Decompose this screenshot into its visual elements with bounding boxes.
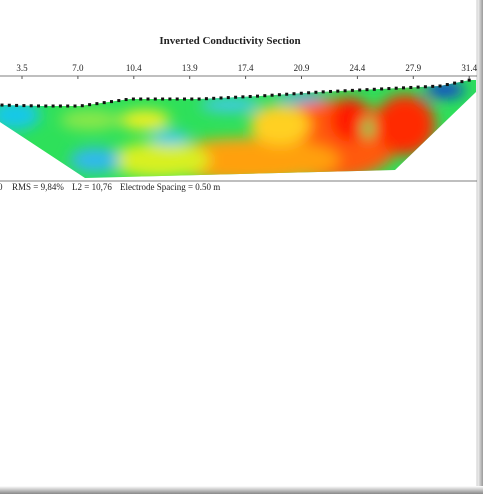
electrode <box>314 90 318 94</box>
electrode <box>0 103 4 107</box>
x-tick-label: 31.4 <box>461 63 477 73</box>
electrode <box>168 97 172 101</box>
electrode <box>146 97 150 101</box>
electrode <box>110 100 113 104</box>
electrode <box>117 99 121 103</box>
electrode <box>409 85 413 89</box>
electrode <box>299 91 303 95</box>
electrode <box>102 101 106 105</box>
electrode <box>153 97 157 101</box>
frame-shadow <box>0 486 483 494</box>
electrode <box>431 84 435 88</box>
electrode <box>241 95 245 99</box>
electrode <box>95 102 99 106</box>
footer-rms: RMS = 9,84% <box>12 182 64 192</box>
electrode <box>321 90 325 94</box>
x-tick-label: 3.5 <box>16 63 28 73</box>
electrode <box>212 96 216 100</box>
electrode <box>343 89 347 93</box>
electrode <box>438 84 442 88</box>
electrode <box>285 92 289 96</box>
electrode <box>358 88 362 92</box>
electrode <box>80 104 84 108</box>
title: Inverted Conductivity Section <box>159 35 300 47</box>
electrode <box>29 104 33 108</box>
electrode <box>460 80 464 84</box>
footer-start: 0 <box>0 182 3 192</box>
electrode <box>161 97 165 101</box>
electrode <box>387 87 391 91</box>
electrode <box>234 95 238 99</box>
electrode <box>372 87 376 91</box>
electrode <box>139 97 143 101</box>
electrode <box>66 104 70 108</box>
electrode <box>7 103 11 107</box>
electrode <box>423 85 427 89</box>
x-tick-label: 7.0 <box>72 63 84 73</box>
electrode <box>380 87 384 91</box>
electrode <box>270 93 274 97</box>
electrode <box>453 81 457 85</box>
x-tick-label: 17.4 <box>238 63 254 73</box>
x-tick-label: 20.9 <box>294 63 310 73</box>
electrode <box>416 85 420 89</box>
electrode <box>394 86 398 90</box>
electrode <box>175 97 179 101</box>
electrode <box>402 86 405 90</box>
electrode <box>219 96 223 100</box>
electrode <box>226 96 230 100</box>
electrode <box>263 94 267 98</box>
electrode <box>131 97 135 101</box>
electrode <box>277 93 281 97</box>
electrode <box>22 104 26 108</box>
footer-spacing: Electrode Spacing = 0.50 m <box>120 182 220 192</box>
electrode <box>37 104 40 108</box>
electrodes <box>0 78 471 108</box>
electrode <box>124 98 128 102</box>
electrode <box>51 104 55 108</box>
electrode <box>44 104 48 108</box>
x-tick-label: 13.9 <box>182 63 198 73</box>
electrode <box>292 92 296 96</box>
electrode <box>365 88 369 92</box>
electrode <box>350 88 354 92</box>
electrode <box>329 89 332 93</box>
electrode <box>307 91 311 95</box>
electrode <box>336 89 340 93</box>
footer-l2: L2 = 10,76 <box>72 182 112 192</box>
x-tick-label: 27.9 <box>405 63 421 73</box>
frame-shadow <box>477 0 483 494</box>
x-tick-label: 10.4 <box>126 63 142 73</box>
electrode <box>467 78 471 82</box>
electrode <box>15 103 19 107</box>
x-tick-label: 24.4 <box>350 63 366 73</box>
electrode <box>58 104 62 108</box>
electrode <box>88 103 92 107</box>
electrode <box>256 94 259 98</box>
electrode <box>183 97 186 101</box>
electrode <box>248 94 252 98</box>
conductivity-section <box>0 80 476 178</box>
electrode <box>197 97 201 101</box>
electrode <box>190 97 194 101</box>
electrode <box>73 104 77 108</box>
electrode <box>445 83 449 87</box>
electrode <box>204 97 208 101</box>
